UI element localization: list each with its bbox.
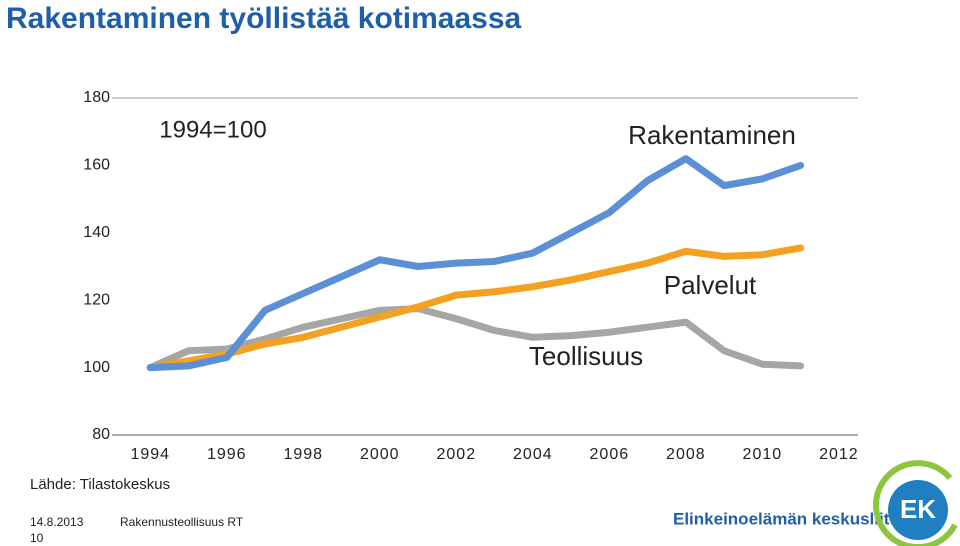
x-tick-label: 2008 — [666, 446, 706, 463]
series-label: Rakentaminen — [628, 120, 796, 150]
y-tick-label: 180 — [83, 89, 110, 106]
annotation: 1994=100 — [159, 116, 266, 143]
y-tick-label: 140 — [83, 224, 110, 241]
x-tick-label: 1996 — [207, 446, 247, 463]
footer-org: Rakennusteollisuus RT — [120, 515, 244, 529]
y-tick-label: 100 — [83, 359, 110, 376]
x-tick-label: 1994 — [130, 446, 170, 463]
series-line — [146, 244, 805, 372]
x-tick-label: 2012 — [819, 446, 859, 463]
x-tick-label: 2010 — [743, 446, 783, 463]
logo-text: Elinkeinoelämän keskusliitto — [673, 509, 905, 528]
logo-arc — [872, 460, 958, 546]
logo-circle — [888, 480, 948, 540]
slide-title: Rakentaminen työllistää kotimaassa — [6, 2, 522, 35]
page-number: 10 — [30, 531, 44, 545]
x-tick-label: 2006 — [590, 446, 630, 463]
series-line — [146, 155, 805, 372]
source: Lähde: Tilastokeskus — [30, 476, 170, 493]
x-tick-label: 2004 — [513, 446, 553, 463]
x-tick-label: 2000 — [360, 446, 400, 463]
y-tick-label: 160 — [83, 157, 110, 174]
series-line — [146, 305, 805, 372]
footer-date: 14.8.2013 — [30, 515, 84, 529]
logo-mark: EK — [900, 494, 936, 524]
x-tick-label: 1998 — [283, 446, 323, 463]
y-tick-label: 120 — [83, 291, 110, 308]
x-tick-label: 2002 — [437, 446, 477, 463]
y-tick-label: 80 — [92, 426, 110, 443]
series-label: Teollisuus — [529, 341, 643, 371]
series-label: Palvelut — [664, 270, 757, 300]
